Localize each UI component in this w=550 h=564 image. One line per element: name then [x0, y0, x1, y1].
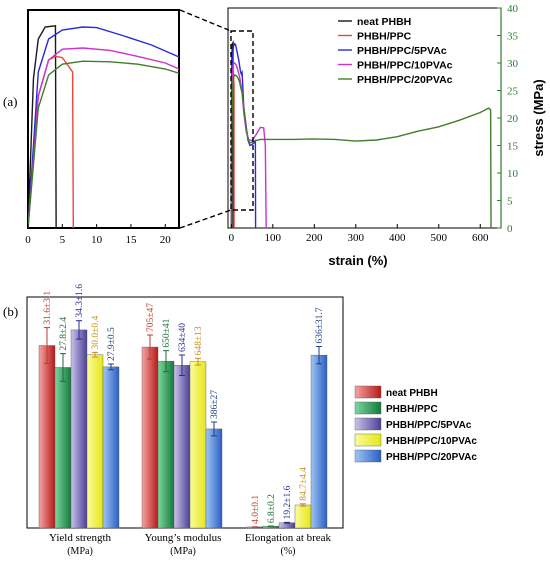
main-x-axis: 0 100 200 300 400 500 600	[229, 224, 489, 244]
zoom-connector-top	[179, 9, 232, 32]
bar-series-group: 31.6±3.1 27.8±2.4 34.3±1.6 30.0±0.4 27.9±0.5…	[38, 284, 328, 529]
data-label: 636±31.7	[315, 307, 325, 343]
x-tick-label: 400	[389, 232, 406, 244]
main-series-group	[230, 39, 492, 228]
data-label: 30.0±0.4	[91, 315, 101, 349]
inset-line-phbh-ppc-5pvac	[28, 26, 179, 228]
data-label: 27.9±0.5	[107, 327, 117, 361]
bar-neat-phbh-1	[141, 346, 159, 529]
legend-label-phbh-ppc: PHBH/PPC	[357, 31, 412, 43]
data-label: 705±47	[146, 303, 156, 332]
bar-phbh-ppc-5pvac-0	[70, 329, 88, 529]
bar-legend-label-phbh-ppc-20pvac: PHBH/PPC/20PVAc	[386, 452, 477, 463]
zoom-connector-bottom	[179, 209, 232, 229]
y-tick-label: 20	[507, 113, 519, 125]
bar-legend-swatch-phbh-ppc	[354, 401, 382, 415]
bar-phbh-ppc-20pvac-2	[310, 354, 328, 529]
data-label: 27.8±2.4	[59, 317, 69, 351]
data-label: 31.6±3.1	[43, 291, 53, 325]
x-tick-label: 200	[306, 232, 323, 244]
bar-legend: neat PHBH PHBH/PPC PHBH/PPC/5PVAc PHBH/PPC/…	[354, 385, 477, 463]
inset-series-group	[28, 25, 179, 228]
inset-x-tick-label: 15	[125, 234, 137, 246]
x-tick-label: 100	[265, 232, 282, 244]
y-tick-label: 10	[507, 168, 519, 180]
bar-phbh-ppc-1	[157, 360, 175, 529]
bar-legend-label-phbh-ppc-10pvac: PHBH/PPC/10PVAc	[386, 436, 477, 447]
inset-x-tick-label: 5	[60, 234, 66, 246]
inset-chart: 0 5 10 15 20	[25, 9, 180, 246]
inset-x-tick-label: 0	[25, 234, 31, 246]
bar-legend-swatch-phbh-ppc-20pvac	[354, 449, 382, 463]
data-label: 84.7±4.4	[299, 467, 309, 501]
bar-phbh-ppc-10pvac-2	[294, 504, 312, 529]
bar-phbh-ppc-10pvac-1	[189, 361, 207, 529]
y-tick-label: 40	[507, 3, 519, 15]
legend-label-phbh-ppc-20pvac: PHBH/PPC/20PVAc	[357, 74, 453, 86]
x-tick-label: 600	[472, 232, 489, 244]
x-tick-label: 0	[229, 232, 235, 244]
bar-phbh-ppc-10pvac-0	[86, 354, 104, 529]
category-label: Elongation at break	[245, 532, 332, 544]
x-tick-label: 500	[431, 232, 448, 244]
bar-phbh-ppc-0	[54, 367, 72, 529]
data-label: 34.3±1.6	[75, 284, 85, 318]
series-line-phbh-ppc-5pvac	[230, 42, 257, 228]
legend-label-neat-phbh: neat PHBH	[357, 16, 411, 28]
legend-label-phbh-ppc-5pvac: PHBH/PPC/5PVAc	[357, 45, 447, 57]
data-label: 634±40	[178, 323, 188, 352]
inset-line-neat-phbh	[28, 25, 57, 228]
main-y-axis: 0 5 10 15 20 25 30 35 40	[497, 3, 519, 235]
data-label: 19.2±1.6	[283, 485, 293, 519]
main-legend: neat PHBH PHBH/PPC PHBH/PPC/5PVAc PHBH/PPC/…	[338, 16, 453, 86]
bar-legend-swatch-neat-phbh	[354, 385, 382, 399]
y-tick-label: 5	[507, 196, 513, 208]
inset-frame	[27, 9, 180, 229]
inset-line-phbh-ppc-10pvac	[28, 47, 179, 228]
bar-phbh-ppc-5pvac-1	[173, 365, 191, 529]
y-tick-label: 15	[507, 141, 519, 153]
category-label: (MPa)	[67, 546, 93, 557]
data-label: 386±27	[210, 390, 220, 419]
bar-legend-label-neat-phbh: neat PHBH	[386, 388, 438, 399]
inset-x-tick-label: 10	[91, 234, 103, 246]
category-label: Yield strength	[49, 532, 112, 544]
panel-label-a: (a)	[3, 94, 17, 109]
data-label: 650±41	[162, 318, 172, 347]
main-chart: 0 100 200 300 400 500 600 0 5 10 15 20 25 30 35 40 str…	[179, 3, 546, 268]
bar-legend-swatch-phbh-ppc-10pvac	[354, 433, 382, 447]
y-tick-label: 30	[507, 58, 519, 70]
inset-x-tick-label: 20	[160, 234, 172, 246]
data-label: 6.8±0.2	[267, 494, 277, 523]
category-label: (MPa)	[170, 546, 196, 557]
zoom-box	[230, 30, 254, 211]
bar-phbh-ppc-20pvac-0	[102, 366, 120, 529]
category-label: Young’s modulus	[145, 532, 222, 544]
data-label: 4.0±0.1	[251, 495, 261, 524]
bar-phbh-ppc-20pvac-1	[205, 428, 223, 529]
category-label: (%)	[281, 546, 296, 557]
bar-legend-swatch-phbh-ppc-5pvac	[354, 417, 382, 431]
inset-line-phbh-ppc-20pvac	[28, 60, 179, 228]
series-line-phbh-ppc-10pvac	[230, 61, 267, 228]
bar-category-labels: Yield strength (MPa) Young’s modulus (MPa) E…	[49, 532, 332, 557]
legend-label-phbh-ppc-10pvac: PHBH/PPC/10PVAc	[357, 60, 453, 72]
main-y-axis-label: stress (MPa)	[531, 79, 546, 156]
x-tick-label: 300	[348, 232, 365, 244]
bar-legend-label-phbh-ppc: PHBH/PPC	[386, 404, 438, 415]
bar-legend-label-phbh-ppc-5pvac: PHBH/PPC/5PVAc	[386, 420, 472, 431]
bar-chart: 31.6±3.1 27.8±2.4 34.3±1.6 30.0±0.4 27.9±0.5…	[26, 284, 477, 557]
y-tick-label: 35	[507, 31, 519, 43]
y-tick-label: 25	[507, 86, 519, 98]
panel-label-b: (b)	[3, 304, 18, 319]
y-tick-label: 0	[507, 223, 513, 235]
bar-neat-phbh-0	[38, 345, 56, 529]
series-line-phbh-ppc-20pvac	[230, 74, 492, 228]
data-label: 648±13	[194, 326, 204, 355]
inset-x-axis: 0 5 10 15 20	[25, 224, 171, 246]
main-x-axis-label: strain (%)	[328, 253, 387, 268]
